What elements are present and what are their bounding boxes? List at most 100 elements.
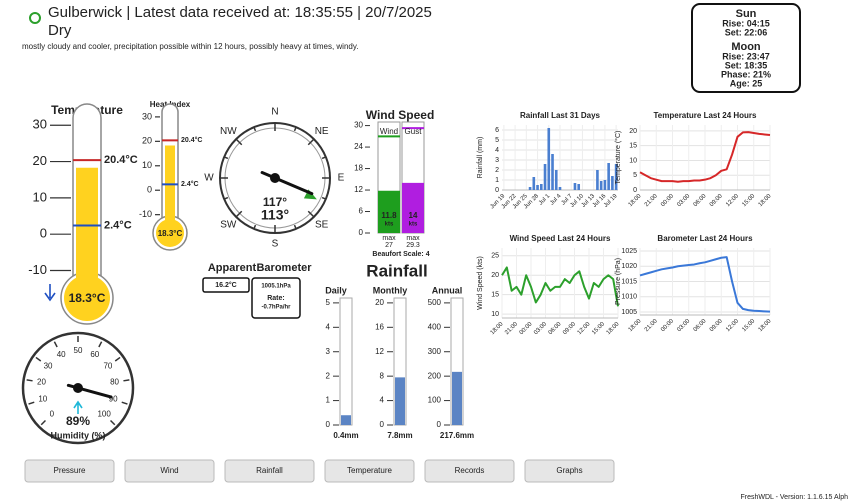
button-face[interactable] (124, 459, 215, 483)
compass-label: N (271, 107, 278, 118)
compass-tick (293, 126, 297, 132)
tick-label: 30 (44, 361, 53, 370)
x-tick-label: 18:00 (628, 193, 643, 208)
x-tick-label: 06:00 (693, 318, 708, 333)
button-face[interactable] (224, 459, 315, 483)
bar-unit: kts (385, 222, 394, 228)
x-tick-label: 18:00 (490, 321, 505, 336)
bar-value: 14 (409, 211, 418, 220)
average-label: 117° (263, 195, 287, 209)
x-tick-label: 00:00 (660, 318, 675, 333)
line (501, 266, 619, 307)
sun-moon: Sun Rise: 04:15 Set: 22:06 Moon Rise: 23… (721, 8, 771, 88)
y-axis-label: Pressure (hPa) (615, 258, 622, 305)
y-axis-label: Temperature (°C) (614, 131, 622, 185)
bar (599, 181, 603, 190)
button-face[interactable] (524, 459, 615, 483)
max-value: 29.3 (406, 242, 420, 249)
button-label[interactable]: Graphs (556, 466, 582, 475)
bar (558, 187, 562, 190)
compass-tick (235, 210, 243, 218)
button-label[interactable]: Wind (160, 466, 178, 475)
line (639, 256, 771, 313)
y-tick-label: 0 (495, 187, 499, 194)
barometer-title: Barometer (256, 262, 312, 274)
line (639, 131, 771, 183)
tick-label: 300 (428, 347, 442, 356)
bar (543, 164, 547, 190)
tick-label: 10 (38, 395, 47, 404)
x-tick-label: 06:00 (548, 321, 563, 336)
gauge-name: Monthly (373, 285, 408, 295)
compass-hub (270, 173, 280, 183)
x-tick-label: 12:00 (725, 318, 740, 333)
max-text: max (406, 235, 420, 242)
gauge-title: Wind Speed (366, 108, 435, 122)
tick-label: 100 (97, 409, 111, 418)
rate-value: -0.7hPa/hr (261, 305, 291, 311)
y-tick-label: 6 (495, 127, 499, 134)
direction-label: 113° (261, 207, 289, 223)
sun-set: Set: 22:06 (725, 27, 768, 37)
x-tick-label: Jul 4 (549, 193, 563, 207)
button-label[interactable]: Rainfall (256, 466, 283, 475)
x-tick-label: 15:00 (741, 318, 756, 333)
status-indicator (29, 12, 41, 24)
tick-label: 12 (354, 185, 363, 194)
tick-label: 8 (380, 371, 385, 380)
nav-button[interactable]: Rainfall (224, 459, 315, 483)
nav-button[interactable]: Pressure (24, 459, 115, 483)
rate-title: Rate: (267, 295, 285, 302)
chart-title: Barometer Last 24 Hours (657, 234, 753, 243)
x-tick-label: 18:00 (758, 193, 773, 208)
x-tick-label: 00:00 (519, 321, 534, 336)
tick-label: -10 (139, 209, 152, 219)
tick-label: 0 (437, 420, 442, 429)
moon-rise: Rise: 23:47 (722, 51, 770, 61)
button-face[interactable] (324, 459, 415, 483)
bar (547, 128, 551, 190)
tick-label: 10 (33, 189, 47, 204)
button-label[interactable]: Pressure (53, 466, 86, 475)
y-tick-label: 10 (629, 157, 637, 164)
x-tick-label: Jul 19 (603, 193, 619, 209)
y-tick-label: 1010 (621, 294, 637, 301)
gauge-name: Annual (432, 285, 463, 295)
compass-label: SE (315, 219, 329, 230)
compass-tick (253, 126, 257, 132)
nav-button[interactable]: Wind (124, 459, 215, 483)
tick-mark (121, 401, 128, 405)
tick-mark (114, 356, 121, 362)
tick-label: 10 (142, 160, 152, 170)
current-label: 18.3°C (158, 229, 183, 238)
current-label: 18.3°C (69, 291, 106, 305)
button-face[interactable] (424, 459, 515, 483)
tick-label: 40 (57, 350, 66, 359)
nav-button[interactable]: Temperature (324, 459, 415, 483)
nav-button[interactable]: Records (424, 459, 515, 483)
compass-tick (253, 224, 257, 230)
nav-button[interactable]: Graphs (524, 459, 615, 483)
tick-label: 0 (50, 409, 55, 418)
y-tick-label: 20 (491, 272, 499, 279)
wind-bar (378, 190, 400, 233)
max-text: max (382, 235, 396, 242)
x-tick-label: 03:00 (533, 321, 548, 336)
compass-label: SW (220, 219, 237, 230)
bar (539, 184, 543, 190)
bar (532, 177, 536, 190)
x-tick-label: 12:00 (577, 321, 592, 336)
temperature-fill (76, 167, 98, 298)
gauge-value: 7.8mm (387, 431, 412, 440)
button-label[interactable]: Records (455, 466, 485, 475)
y-tick-label: 1025 (621, 248, 637, 255)
button-label[interactable]: Temperature (347, 466, 392, 475)
button-face[interactable] (24, 459, 115, 483)
gauge-value: 0.4mm (333, 431, 358, 440)
compass-label: NE (315, 126, 329, 137)
x-tick-label: 18:00 (628, 318, 643, 333)
moon-title: Moon (731, 41, 761, 53)
x-tick-label: 21:00 (644, 193, 659, 208)
sun-title: Sun (736, 8, 757, 20)
compass-tick (307, 210, 315, 218)
